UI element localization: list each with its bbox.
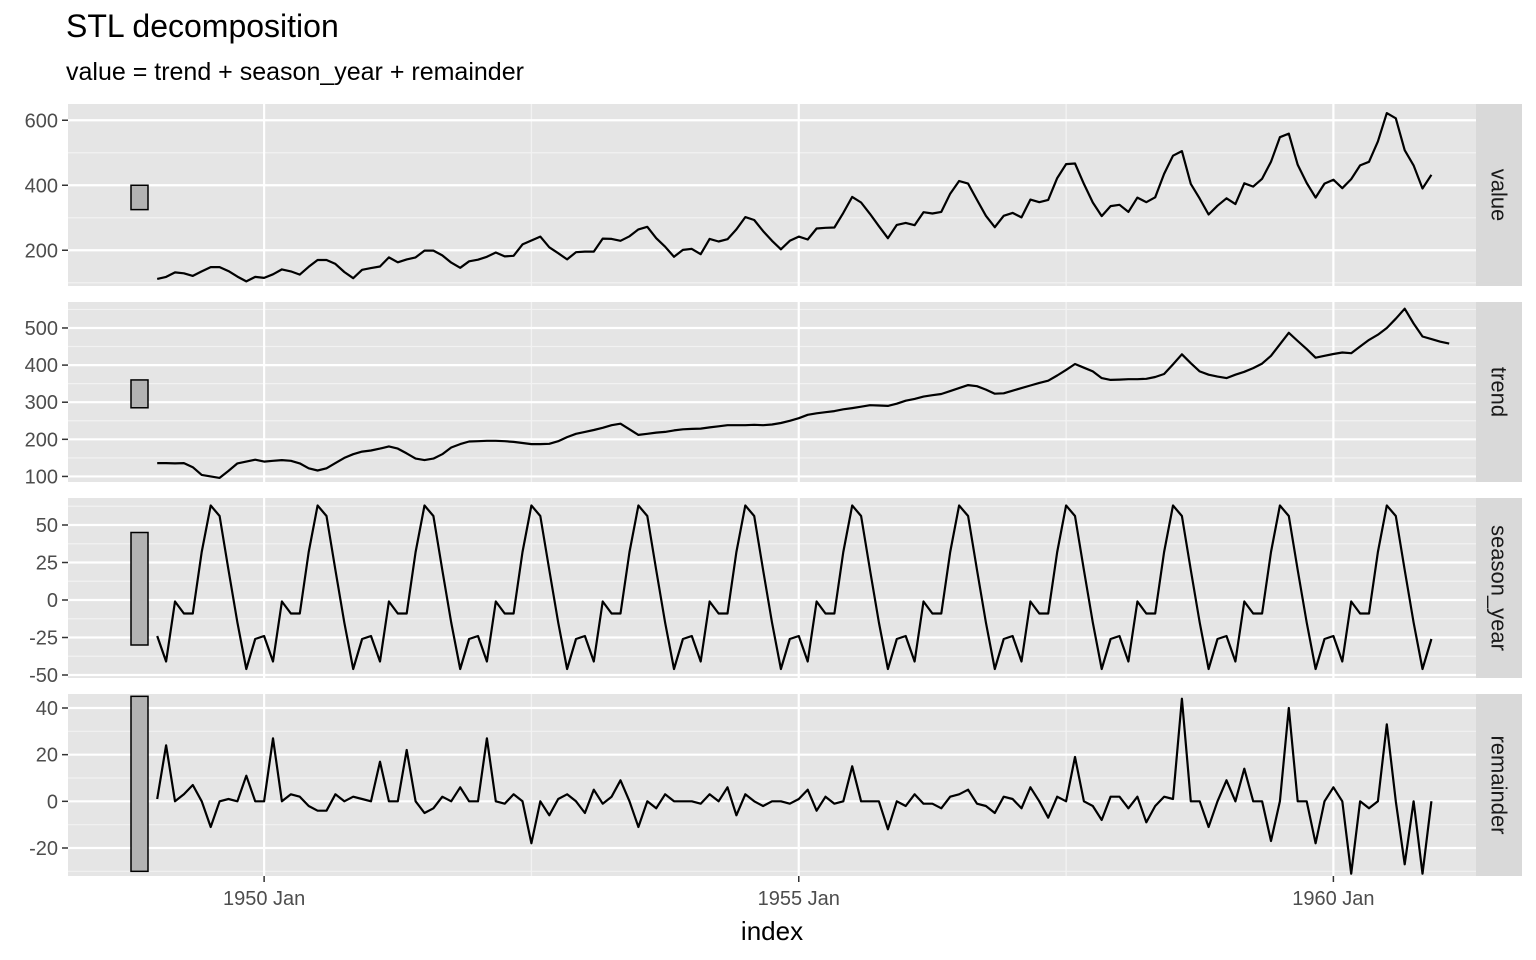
y-tick-label: 0 [47,590,58,612]
chart-title: STL decomposition [66,8,339,44]
x-tick-label: 1955 Jan [758,888,840,910]
y-tick-label: -20 [29,838,58,860]
series-line-season-year [156,504,1433,671]
y-tick-label: 50 [36,515,58,537]
facet-strip-label: trend [1487,367,1512,417]
y-tick-label: 600 [25,110,58,132]
x-tick-label: 1960 Jan [1292,888,1374,910]
y-tick-label: 400 [25,175,58,197]
facet-strip [1476,302,1522,482]
facet-strip-label: season_year [1487,525,1512,651]
y-tick-label: 200 [25,240,58,262]
facet-strip-label: remainder [1487,735,1512,834]
y-tick-label: 40 [36,698,58,720]
y-tick-label: -25 [29,628,58,650]
facet-season-year: -50 -25 0 25 50 season_year [29,498,1522,687]
scale-bar [130,379,149,409]
series-line-remainder [156,697,1433,875]
panel-background [68,694,1476,876]
y-tick-label: 200 [25,429,58,451]
series-line-value [156,111,1433,283]
y-tick-label: 300 [25,392,58,414]
facet-trend: 100 200 300 400 500 trend [25,302,1522,488]
y-tick-label: 100 [25,466,58,488]
chart-subtitle: value = trend + season_year + remainder [66,58,524,86]
scale-bar [130,531,149,646]
x-axis-title: index [741,916,803,946]
facet-remainder: -20 0 20 40 remainder [29,694,1522,876]
facet-strip [1476,694,1522,876]
scale-bar [130,184,149,211]
facet-strip-label: value [1487,169,1512,222]
facet-strip [1476,498,1522,678]
y-tick-label: 20 [36,745,58,767]
scale-bar [130,695,149,873]
series-line-trend [157,307,1450,479]
y-tick-label: 0 [47,791,58,813]
y-tick-label: -50 [29,665,58,687]
facet-value: 200 400 600 value [25,104,1522,286]
y-tick-label: 400 [25,355,58,377]
x-tick-label: 1950 Jan [223,888,305,910]
panel-background [68,104,1476,286]
panel-background [68,302,1476,482]
y-tick-label: 25 [36,553,58,575]
facet-strip [1476,104,1522,286]
y-tick-label: 500 [25,318,58,340]
